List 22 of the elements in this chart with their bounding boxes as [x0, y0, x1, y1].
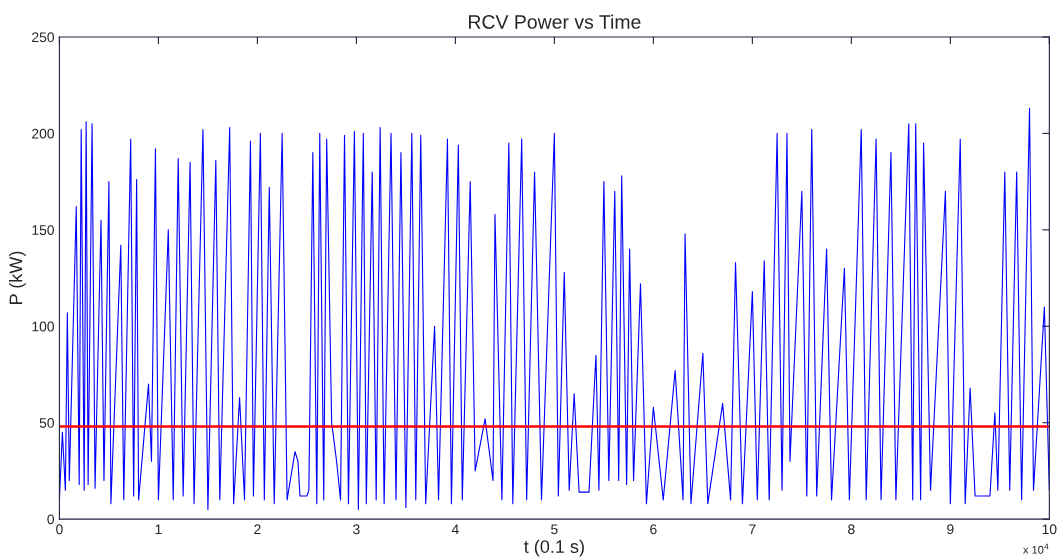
- x-tick-label: 6: [650, 524, 657, 535]
- y-tick-label: 50: [39, 418, 55, 428]
- x-tick-label: 5: [551, 524, 558, 535]
- x-tick-label: 4: [451, 524, 459, 535]
- y-axis-title: P (kW): [9, 251, 26, 304]
- x-tick-label: 7: [749, 524, 756, 535]
- x-axis-title: t (0.1 s): [524, 539, 584, 557]
- y-tick-label: 0: [47, 514, 55, 525]
- x-tick-label: 1: [155, 524, 162, 535]
- text: x 10$^{4}$: [1023, 543, 1049, 554]
- x-tick-label: 10: [1042, 524, 1057, 535]
- y-tick-label: 100: [32, 321, 55, 332]
- x-tick-label: 9: [947, 524, 954, 535]
- line-series: [59, 107, 1050, 511]
- y-tick-label: 200: [32, 128, 55, 139]
- x-tick-label: 3: [353, 524, 360, 535]
- y-tick-label: 250: [32, 32, 55, 43]
- y-tick-label: 150: [32, 225, 55, 235]
- x-tick-label: 0: [56, 524, 63, 535]
- chart-title: RCV Power vs Time: [468, 14, 641, 29]
- x-tick-label: 8: [848, 524, 855, 535]
- x-tick-label: 2: [254, 524, 261, 535]
